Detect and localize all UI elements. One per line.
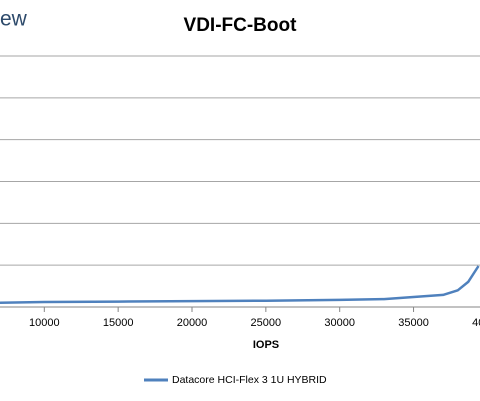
x-tick-label: 20000 [177, 317, 208, 329]
legend-label: Datacore HCI-Flex 3 1U HYBRID [172, 374, 327, 386]
data-line [0, 265, 480, 305]
x-axis-label: IOPS [253, 339, 279, 351]
x-tick-label: 25000 [251, 317, 282, 329]
x-tick-label: 15000 [103, 317, 134, 329]
x-tick-label: 40000 [472, 317, 480, 329]
brand-logo: ew [0, 8, 28, 31]
x-tick-label: 35000 [398, 317, 429, 329]
x-tick-label: 30000 [324, 317, 355, 329]
x-tick-label: 10000 [29, 317, 60, 329]
chart-title: VDI-FC-Boot [184, 15, 298, 36]
